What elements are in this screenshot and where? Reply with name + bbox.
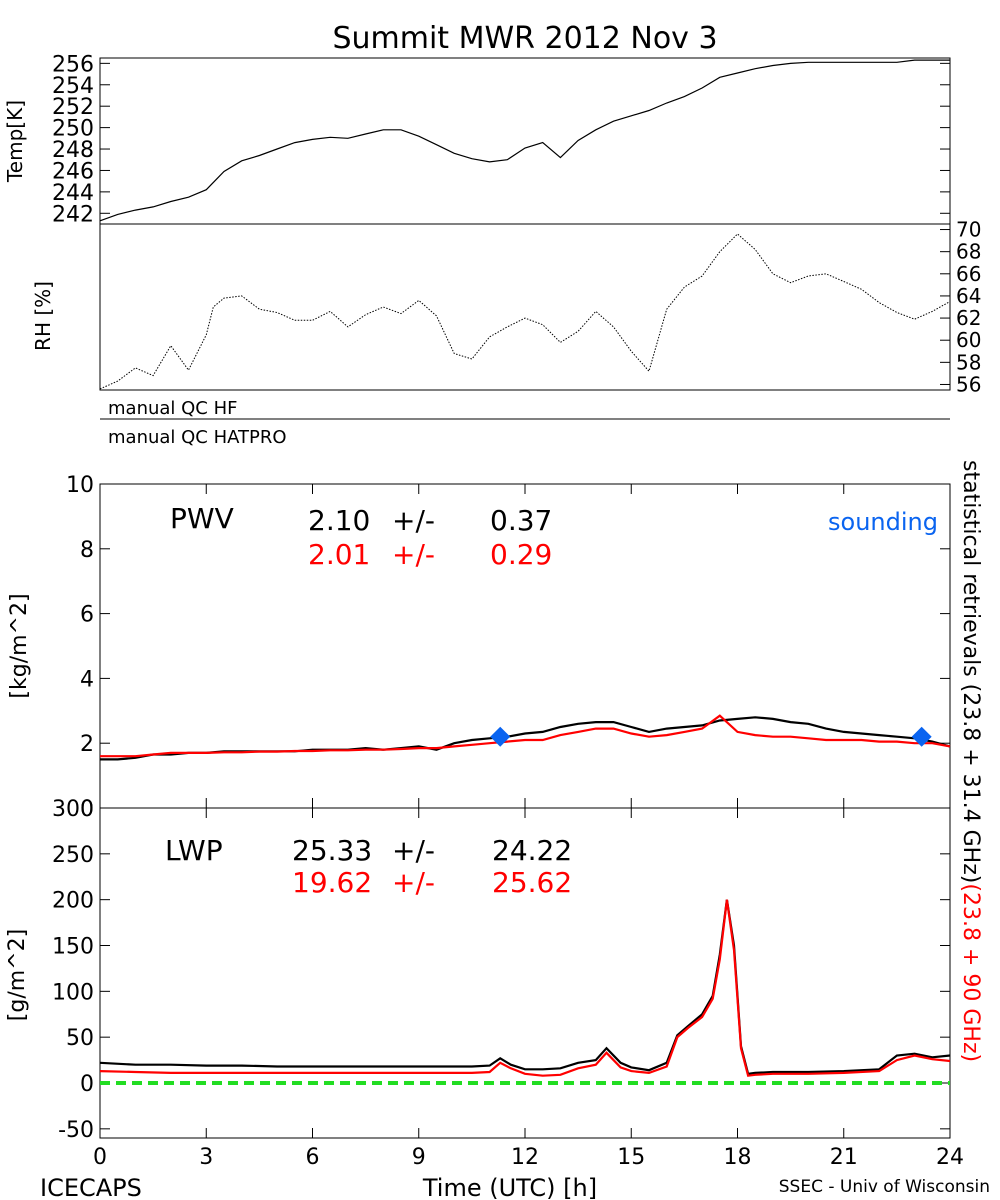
lwp-std-red: 25.62 — [492, 866, 572, 899]
temp-y-label: Temp[K] — [3, 100, 27, 183]
y-tick-label: 10 — [66, 473, 94, 498]
lwp-stats-red: 19.62 +/- 25.62 — [292, 866, 572, 899]
lwp-pm-black: +/- — [392, 834, 435, 867]
y-tick-label: 4 — [80, 667, 94, 692]
rh-y-label: RH [%] — [31, 281, 55, 351]
y-tick-label: 248 — [52, 138, 94, 163]
pwv-mean-red: 2.01 — [308, 538, 370, 571]
y-tick-label: 0 — [80, 1072, 94, 1097]
y-tick-label: 6 — [80, 603, 94, 628]
temp-series-line — [99, 59, 950, 222]
qc-label-hf: manual QC HF — [108, 398, 237, 419]
temp-frame — [99, 57, 951, 225]
x-axis-label: Time (UTC) [h] — [422, 1174, 597, 1200]
y-tick-label: 244 — [52, 181, 94, 206]
y-tick-label: -50 — [58, 1118, 94, 1143]
footer-right: SSEC - Univ of Wisconsin — [779, 1177, 990, 1197]
right-label-red: (23.8 + 90 GHz) — [958, 883, 983, 1062]
x-tick-label: 9 — [412, 1145, 426, 1170]
lwp-series-red — [99, 899, 951, 1077]
rh-series-line — [99, 233, 951, 390]
pwv-panel-label: PWV — [170, 502, 234, 535]
pwv-pm-black: +/- — [392, 504, 435, 537]
lwp-panel-label: LWP — [165, 834, 223, 867]
footer-left: ICECAPS — [40, 1174, 142, 1200]
y-tick-label: 242 — [52, 202, 94, 227]
x-tick-label: 0 — [93, 1145, 107, 1170]
y-tick-label: 250 — [52, 843, 94, 868]
y-tick-label: 254 — [52, 74, 94, 99]
lwp-x-ticks: 0 3 6 9 12 15 18 21 24 — [93, 808, 964, 1170]
x-tick-label: 6 — [306, 1145, 320, 1170]
pwv-y-label: [kg/m^2] — [7, 593, 32, 698]
pwv-legend-sounding: sounding — [828, 508, 938, 536]
lwp-mean-red: 19.62 — [292, 866, 372, 899]
x-tick-label: 24 — [936, 1145, 964, 1170]
y-tick-label: 68 — [956, 240, 981, 264]
lwp-pm-red: +/- — [392, 866, 435, 899]
y-tick-label: 60 — [956, 328, 981, 352]
sounding-marker — [490, 726, 511, 747]
lwp-std-black: 24.22 — [492, 834, 572, 867]
x-tick-label: 18 — [724, 1145, 752, 1170]
y-tick-label: 64 — [956, 284, 981, 308]
lwp-stats-black: 25.33 +/- 24.22 — [292, 834, 572, 867]
lwp-y-ticks: -50 0 50 100 150 200 250 300 — [52, 797, 950, 1143]
lwp-series-black — [99, 899, 951, 1076]
lwp-y-label: [g/m^2] — [5, 929, 30, 1021]
y-tick-label: 250 — [52, 117, 94, 142]
pwv-x-ticks — [99, 484, 951, 808]
y-tick-label: 100 — [52, 980, 94, 1005]
y-tick-label: 256 — [52, 52, 94, 77]
qc-section: manual QC HF manual QC HATPRO — [100, 398, 950, 448]
right-label-black: statistical retrievals (23.8 + 31.4 GHz) — [958, 460, 983, 883]
y-tick-label: 58 — [956, 350, 981, 374]
right-axis-label: statistical retrievals (23.8 + 31.4 GHz)… — [958, 460, 983, 1062]
y-tick-label: 246 — [52, 159, 94, 184]
pwv-mean-black: 2.10 — [308, 504, 370, 537]
rh-frame — [99, 223, 951, 391]
y-tick-label: 50 — [66, 1026, 94, 1051]
y-tick-label: 62 — [956, 306, 981, 330]
pwv-sounding-markers — [490, 726, 932, 747]
qc-label-hatpro: manual QC HATPRO — [108, 427, 287, 448]
y-tick-label: 300 — [52, 797, 94, 822]
pwv-panel: 0 2 4 6 8 10 [kg/m^2] PWV 2.10 +/- 0.37 2.01 … — [7, 473, 951, 822]
lwp-mean-black: 25.33 — [292, 834, 372, 867]
y-tick-label: 200 — [52, 889, 94, 914]
pwv-stats-black: 2.10 +/- 0.37 — [308, 504, 552, 537]
y-tick-label: 2 — [80, 732, 94, 757]
y-tick-label: 0 — [80, 797, 94, 822]
pwv-series-red — [100, 714, 951, 758]
y-tick-label: 150 — [52, 935, 94, 960]
y-tick-label: 70 — [956, 218, 981, 242]
figure-title: Summit MWR 2012 Nov 3 — [332, 21, 717, 56]
pwv-std-black: 0.37 — [490, 504, 552, 537]
y-tick-label: 8 — [80, 538, 94, 563]
y-tick-label: 66 — [956, 262, 981, 286]
y-tick-label: 252 — [52, 95, 94, 120]
sounding-marker — [911, 726, 932, 747]
x-tick-label: 12 — [511, 1145, 539, 1170]
x-tick-label: 21 — [830, 1145, 858, 1170]
pwv-std-red: 0.29 — [490, 538, 552, 571]
pwv-pm-red: +/- — [392, 538, 435, 571]
y-tick-label: 56 — [956, 372, 981, 396]
x-tick-label: 15 — [617, 1145, 645, 1170]
x-tick-label: 3 — [199, 1145, 213, 1170]
pwv-stats-red: 2.01 +/- 0.29 — [308, 538, 552, 571]
pwv-y-ticks: 0 2 4 6 8 10 — [66, 473, 950, 822]
